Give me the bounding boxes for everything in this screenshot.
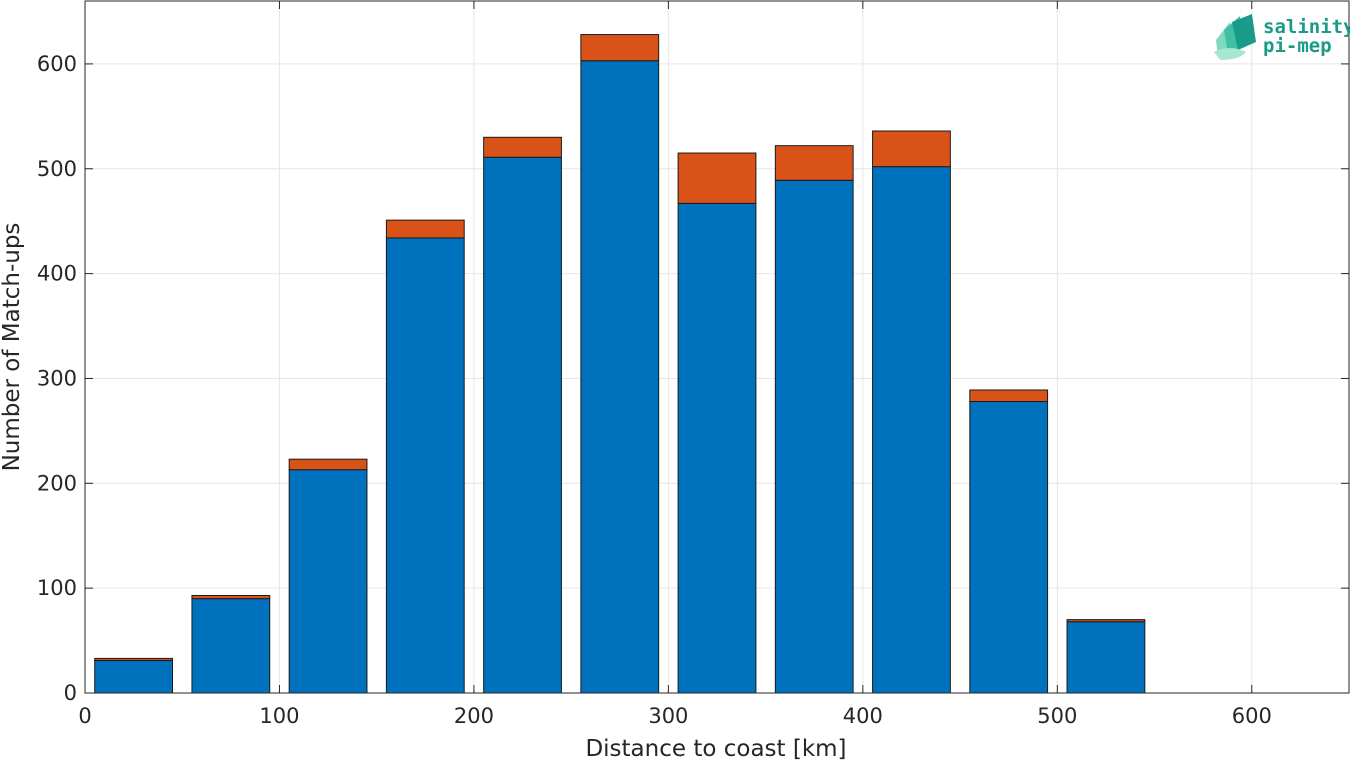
- y-tick-label: 0: [64, 681, 77, 705]
- bar-segment-secondary: [191, 594, 271, 600]
- x-tick-label: 600: [1232, 704, 1272, 728]
- bar-segment-primary: [969, 401, 1049, 694]
- x-axis-label: Distance to coast [km]: [585, 736, 846, 761]
- bar-segment-secondary: [94, 657, 174, 661]
- logo-waves-icon: [1214, 14, 1256, 60]
- bar-segment-primary: [191, 598, 271, 694]
- y-axis-label: Number of Match-ups: [0, 223, 25, 472]
- bar-segment-secondary: [483, 136, 562, 158]
- bar-segment-secondary: [969, 389, 1049, 403]
- bar-segment-primary: [288, 469, 368, 694]
- bar-segment-primary: [580, 60, 660, 694]
- y-tick-label: 200: [37, 471, 77, 495]
- y-tick-label: 300: [37, 366, 77, 390]
- bar-segment-primary: [483, 156, 562, 694]
- y-tick-label: 500: [37, 157, 77, 181]
- x-tick-label: 400: [843, 704, 883, 728]
- x-tick-label: 0: [78, 704, 91, 728]
- logo-line2: pi-mep: [1263, 35, 1332, 57]
- bar-segment-secondary: [774, 145, 854, 181]
- bar-segment-secondary: [872, 130, 951, 168]
- bar-segment-secondary: [1066, 619, 1146, 623]
- x-tick-label: 500: [1037, 704, 1077, 728]
- bar-segment-primary: [1066, 621, 1146, 694]
- bars: [94, 34, 1146, 694]
- bar-segment-primary: [385, 237, 465, 694]
- axes: [84, 0, 1350, 694]
- tick-labels: 0 100 200 300 400 500 600 0 100 200 300 400 500 600: [37, 52, 1272, 728]
- x-tick-label: 200: [454, 704, 494, 728]
- bar-segment-secondary: [385, 219, 465, 239]
- y-tick-label: 400: [37, 262, 77, 286]
- y-tick-label: 600: [37, 52, 77, 76]
- bar-segment-secondary: [580, 34, 660, 62]
- bar-segment-secondary: [677, 152, 757, 204]
- logo-line1: salinity: [1263, 16, 1350, 38]
- y-tick-label: 100: [37, 576, 77, 600]
- x-tick-label: 300: [648, 704, 688, 728]
- bar-segment-primary: [872, 166, 951, 694]
- x-tick-label: 100: [259, 704, 299, 728]
- bar-segment-secondary: [288, 458, 368, 471]
- salinity-pi-mep-logo: salinity pi-mep: [1214, 14, 1350, 60]
- bar-segment-primary: [774, 179, 854, 694]
- axes-box: [84, 0, 1350, 694]
- bar-segment-primary: [677, 202, 757, 694]
- bar-segment-primary: [94, 659, 174, 694]
